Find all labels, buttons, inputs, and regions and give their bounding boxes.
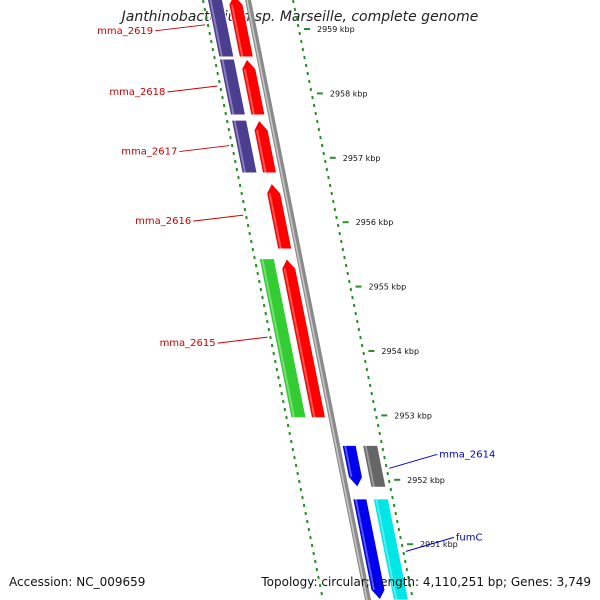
kbp-tick-label: 2954 kbp [381, 347, 419, 356]
outer-tick-row [292, 0, 413, 596]
kbp-tick-label: 2957 kbp [343, 154, 381, 163]
gene-label-connector [217, 336, 268, 344]
kbp-tick-label: 2953 kbp [394, 411, 432, 420]
mma_2616-cds[interactable] [266, 182, 293, 250]
mma_2618-cog-band[interactable] [218, 58, 247, 116]
mma_2617-cds[interactable] [253, 119, 278, 174]
gene-label[interactable]: mma_2618 [109, 87, 165, 98]
mma_2615-cds[interactable] [281, 257, 327, 419]
mma_2619-cog-band[interactable] [206, 0, 235, 58]
gene-label[interactable]: mma_2614 [439, 449, 495, 460]
gene-label[interactable]: mma_2619 [97, 26, 153, 37]
gene-label[interactable]: mma_2615 [160, 338, 216, 349]
gene-label[interactable]: mma_2616 [135, 216, 191, 227]
kbp-tick-label: 2951 kbp [420, 540, 458, 549]
gene-label-connector [193, 214, 244, 222]
gene-label-connector [405, 536, 455, 552]
mma_2617-cog-band[interactable] [230, 119, 258, 174]
mma_2614-cds[interactable] [341, 444, 363, 489]
accession-text: Accession: NC_009659 [9, 575, 146, 589]
genome-summary-text: Topology: circular; Length: 4,110,251 bp… [261, 575, 591, 589]
gene-label-connector [167, 85, 218, 93]
mma_2614-cog-band[interactable] [361, 444, 387, 488]
mma_2619-cds[interactable] [228, 0, 255, 58]
gene-label-connector [389, 453, 438, 469]
inner-tick-row [202, 0, 323, 596]
gene-label-connector [179, 145, 230, 153]
gene-label[interactable]: mma_2617 [121, 147, 177, 158]
kbp-tick-label: 2955 kbp [369, 283, 407, 292]
mma_2618-cds[interactable] [241, 58, 266, 116]
kbp-tick-label: 2952 kbp [407, 476, 445, 485]
kbp-tick-label: 2959 kbp [317, 25, 355, 34]
kbp-tick-label: 2956 kbp [356, 218, 394, 227]
fumC-cds[interactable] [352, 498, 386, 600]
gene-label[interactable]: fumC [456, 532, 483, 543]
gene-label-connector [155, 24, 206, 32]
kbp-tick-label: 2958 kbp [330, 89, 368, 98]
mma_2615-cog-band[interactable] [258, 258, 307, 419]
